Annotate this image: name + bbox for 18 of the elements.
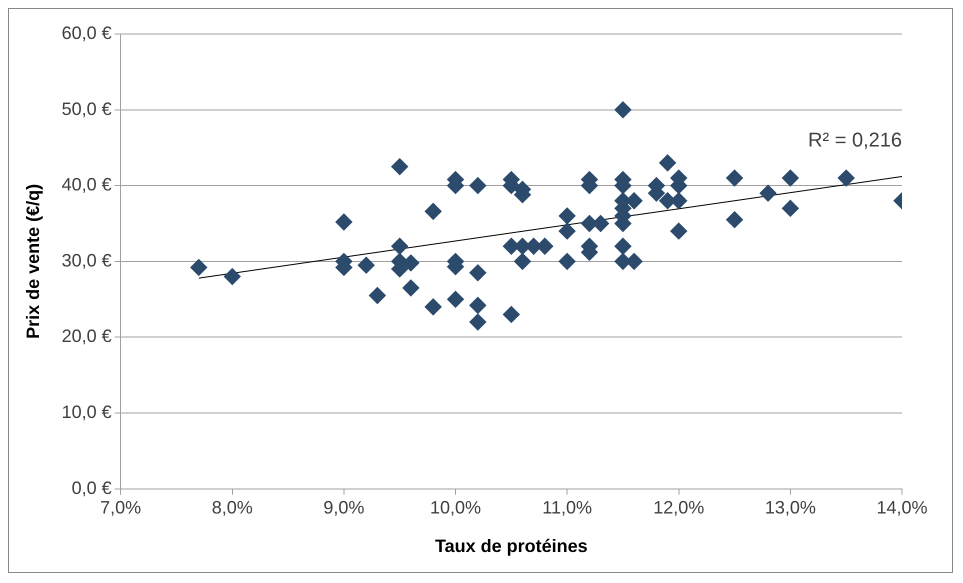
- y-axis-title: Prix de vente (€/q): [22, 184, 43, 339]
- x-tick-label: 10,0%: [430, 498, 482, 518]
- x-axis-title: Taux de protéines: [434, 536, 588, 556]
- y-tick-label: 10,0 €: [62, 402, 112, 422]
- y-tick-label: 30,0 €: [62, 250, 112, 270]
- y-tick-label: 60,0 €: [62, 22, 112, 43]
- x-tick-label: 14,0%: [876, 498, 928, 518]
- y-tick-label: 40,0 €: [62, 174, 112, 195]
- x-tick-label: 9,0%: [323, 498, 364, 518]
- y-tick-label: 50,0 €: [62, 98, 112, 119]
- annotation: R² = 0,216: [808, 129, 902, 152]
- x-tick-label: 11,0%: [542, 498, 592, 518]
- x-tick-label: 13,0%: [764, 498, 816, 518]
- y-tick-label: 0,0 €: [72, 478, 112, 498]
- x-tick-label: 7,0%: [100, 498, 142, 518]
- x-tick-label: 8,0%: [212, 498, 253, 518]
- y-tick-label: 20,0 €: [62, 326, 112, 346]
- x-tick-label: 12,0%: [653, 498, 704, 518]
